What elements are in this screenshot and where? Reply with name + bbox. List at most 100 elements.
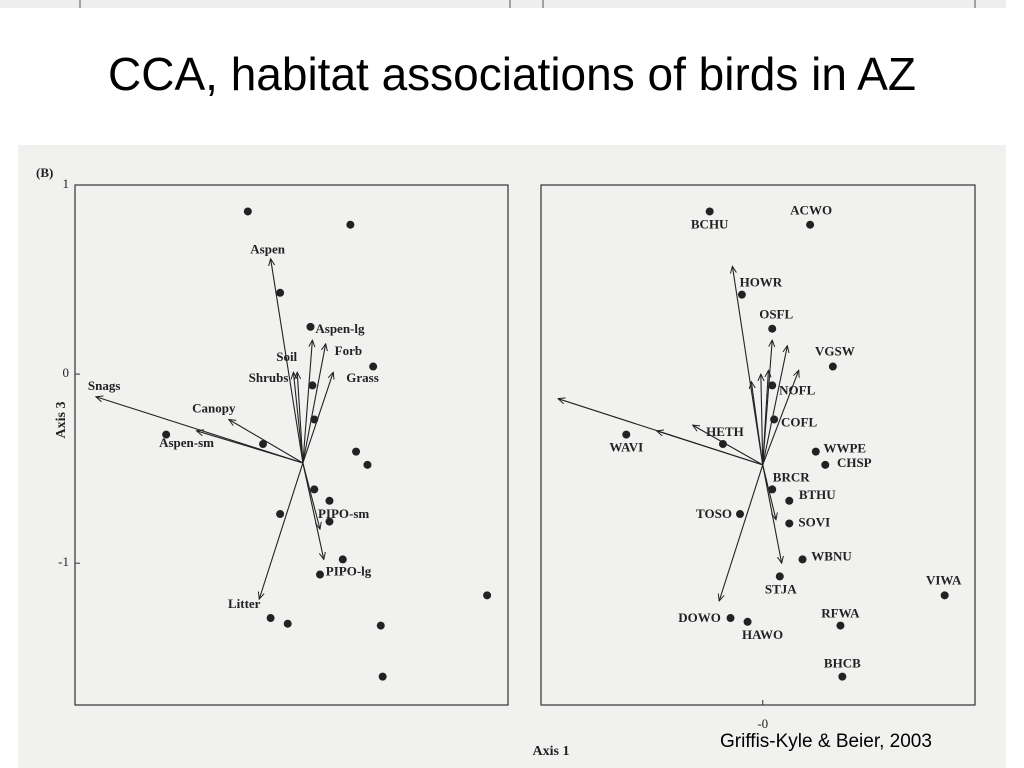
point — [369, 362, 378, 371]
point — [283, 619, 292, 628]
point-label: WWPE — [823, 441, 866, 456]
point-label: WBNU — [811, 548, 852, 563]
point — [806, 220, 815, 229]
x-axis-label: Axis 1 — [533, 744, 570, 759]
y-tick-label: 0 — [63, 365, 70, 380]
y-axis-label: Axis 3 — [54, 402, 69, 439]
biplot-arrow — [197, 431, 304, 464]
point-label: STJA — [765, 581, 797, 596]
point-label: BRCR — [773, 469, 810, 484]
point-label: VIWA — [926, 572, 962, 587]
x-tick-label: -0 — [757, 716, 768, 731]
arrow-label: PIPO-lg — [326, 563, 372, 578]
point — [735, 510, 744, 519]
point-label: CHSP — [837, 455, 872, 470]
figure-label: (B) — [36, 165, 53, 180]
point — [838, 672, 847, 681]
arrow-label: Canopy — [192, 400, 236, 415]
arrow-label: Grass — [346, 370, 379, 385]
arrow-label: Litter — [228, 596, 261, 611]
slide-title: CCA, habitat associations of birds in AZ — [108, 48, 916, 100]
point — [243, 207, 252, 216]
prev-figure-strip — [0, 0, 1006, 8]
point — [811, 447, 820, 456]
point — [483, 591, 492, 600]
point-label: ACWO — [790, 203, 832, 218]
y-tick-label: -1 — [58, 554, 69, 569]
arrow-label: Aspen-sm — [159, 435, 214, 450]
point — [743, 617, 752, 626]
biplot-arrow — [302, 462, 324, 559]
point — [705, 207, 714, 216]
arrow-label: Aspen-lg — [315, 321, 365, 336]
point — [276, 510, 285, 519]
point — [352, 447, 361, 456]
point — [276, 288, 285, 297]
point-label: OSFL — [759, 307, 793, 322]
point-label: HOWR — [740, 275, 783, 290]
biplot-arrow — [762, 346, 788, 465]
point-label: WAVI — [609, 440, 643, 455]
point — [266, 614, 275, 623]
point — [821, 460, 830, 469]
point-label: HAWO — [742, 627, 783, 642]
point — [622, 430, 631, 439]
biplot-arrow — [762, 370, 799, 466]
biplot-arrow — [229, 419, 304, 464]
biplot-arrow — [302, 340, 312, 464]
point — [770, 415, 779, 424]
point — [306, 322, 315, 331]
biplot-arrow — [762, 370, 769, 465]
point-label: DOWO — [678, 610, 721, 625]
point-label: COFL — [781, 414, 817, 429]
arrow-label: Snags — [88, 378, 121, 393]
arrow-label: Forb — [335, 343, 362, 358]
biplot-arrow — [297, 372, 304, 463]
credit: Griffis-Kyle & Beier, 2003 — [720, 731, 932, 752]
biplot-arrow — [302, 344, 326, 464]
point-label: NOFL — [779, 382, 815, 397]
point — [346, 220, 355, 229]
arrow-label: Aspen — [250, 242, 285, 257]
point — [768, 485, 777, 494]
biplot-arrow — [762, 464, 782, 563]
point — [775, 572, 784, 581]
biplot-arrow — [271, 259, 304, 464]
biplot-arrow — [302, 372, 333, 464]
biplot-arrow — [693, 425, 764, 466]
point-label: VGSW — [815, 344, 855, 359]
point-label: BTHU — [799, 487, 836, 502]
point — [376, 621, 385, 630]
biplot-arrow — [751, 382, 764, 465]
point — [940, 591, 949, 600]
point — [378, 672, 387, 681]
point — [310, 485, 319, 494]
biplot-arrow — [293, 372, 304, 464]
figure-bg — [18, 145, 1006, 768]
point — [768, 324, 777, 333]
point — [259, 440, 268, 449]
point — [338, 555, 347, 564]
point — [798, 555, 807, 564]
biplot-arrow — [657, 431, 763, 466]
point — [718, 440, 727, 449]
plot-frame — [540, 184, 976, 706]
biplot-arrow — [259, 462, 304, 599]
point — [768, 381, 777, 390]
point — [325, 517, 334, 526]
point — [828, 362, 837, 371]
point — [785, 519, 794, 528]
point-label: SOVI — [798, 514, 830, 529]
point-label: BCHU — [691, 216, 729, 231]
point — [737, 290, 746, 299]
point-label: TOSO — [696, 506, 732, 521]
point — [162, 430, 171, 439]
point — [325, 496, 334, 505]
point — [836, 621, 845, 630]
arrow-label: Soil — [276, 349, 297, 364]
point — [308, 381, 317, 390]
point — [315, 570, 324, 579]
biplot-arrow — [761, 374, 763, 465]
